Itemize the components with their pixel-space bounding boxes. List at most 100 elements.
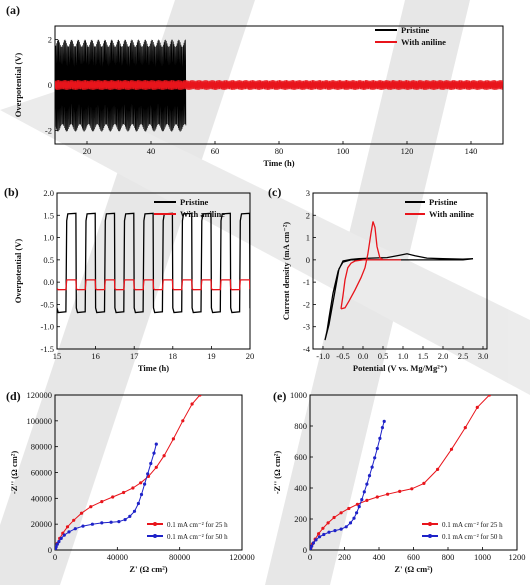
x-tick-label: 0.5	[378, 351, 389, 361]
x-tick-label: 80000	[169, 552, 190, 562]
y-tick-label: 3	[306, 188, 310, 198]
series-25h-point	[146, 474, 151, 478]
x-tick-label: 1.5	[418, 351, 429, 361]
y-tick-label: -4	[303, 344, 311, 354]
x-tick-label: 1000	[474, 552, 491, 562]
series-25h-point	[111, 495, 115, 499]
series-50h-point	[311, 541, 315, 545]
series-25h-point	[475, 405, 479, 409]
series-25h-point	[65, 525, 70, 529]
series-50h-point	[59, 536, 63, 541]
y-tick-label: -1.0	[41, 322, 54, 332]
y-tick-label: 120000	[27, 390, 53, 400]
plot-frame	[312, 192, 488, 350]
x-tick-label: 1.0	[398, 351, 409, 361]
y-tick-label: 80000	[31, 442, 52, 452]
series-line-with-aniline	[340, 221, 401, 310]
x-tick-label: -1.0	[316, 351, 329, 361]
plot-area	[324, 221, 474, 341]
panel-letter-e: (e)	[273, 389, 286, 403]
x-axis-label: Z' (Ω cm²)	[129, 564, 167, 574]
legend-label: Pristine	[401, 25, 430, 35]
series-25h-point	[339, 511, 343, 515]
series-50h-point	[128, 514, 132, 519]
panel-a-cycling-chart: 20 40 60 80 100 120 140 -2 0 2 Time (h) Overpotenti…	[13, 25, 504, 168]
series-50h-point	[365, 482, 369, 486]
x-tick-label: 60	[211, 146, 220, 156]
series-50h-point	[55, 545, 58, 549]
series-25h-point	[355, 502, 359, 506]
series-50h-point	[143, 482, 147, 486]
x-tick-label: 400	[373, 552, 386, 562]
x-tick-label: 17	[130, 351, 139, 361]
legend-label: 0.1 mA cm⁻² for 50 h	[442, 533, 503, 541]
series-50h-point	[132, 509, 137, 513]
y-tick-label: 2	[48, 35, 52, 45]
legend-label: 0.1 mA cm⁻² for 25 h	[442, 521, 503, 529]
x-tick-label: 40	[147, 146, 156, 156]
panel-e-eis-zoom-chart: 0 200 400 600 800 1000 1200 0 200 400 600 800 1000 Z'…	[272, 390, 526, 574]
series-50h-point	[382, 419, 386, 423]
y-tick-label: 0.5	[43, 255, 54, 265]
series-50h-point	[152, 451, 156, 455]
series-50h-point	[109, 520, 113, 524]
legend-label: With aniline	[429, 209, 474, 219]
x-tick-label: 20	[246, 351, 255, 361]
series-50h-point	[117, 520, 121, 524]
series-50h-point	[73, 527, 77, 531]
series-25h-point	[321, 526, 325, 530]
series-line-with-aniline	[55, 79, 503, 91]
x-tick-label: 20	[83, 146, 92, 156]
series-25h-point	[122, 490, 126, 495]
series-50h-point	[352, 516, 356, 520]
x-tick-label: 40000	[107, 552, 128, 562]
series-25h-point	[131, 486, 135, 490]
series-50h-point	[62, 533, 66, 537]
series-25h-point	[347, 506, 351, 511]
x-tick-label: 100	[337, 146, 350, 156]
legend-label: With aniline	[401, 37, 446, 47]
x-tick-label: 16	[91, 351, 100, 361]
series-25h-point	[398, 489, 402, 493]
series-50h-point	[375, 446, 379, 451]
series-25h-point	[436, 467, 440, 471]
series-50h-point	[367, 474, 372, 478]
series-25h-point	[365, 498, 369, 502]
y-tick-label: 1.5	[43, 210, 54, 220]
series-25h-point	[171, 437, 175, 441]
x-tick-label: 2.0	[438, 351, 449, 361]
panel-letter-d: (d)	[6, 389, 21, 403]
legend-marker	[428, 522, 432, 526]
y-tick-label: 0	[48, 80, 52, 90]
series-50h-point	[310, 544, 314, 548]
watermark-stripe-3	[0, 90, 530, 395]
x-tick-label: 200	[338, 552, 351, 562]
x-tick-label: 3.0	[478, 351, 489, 361]
series-25h-point	[79, 511, 84, 515]
series-25h-point	[449, 447, 454, 451]
panel-d-eis-chart: 0 40000 80000 120000 0 20000 40000 60000 80000 10…	[9, 390, 255, 574]
y-tick-label: 2.0	[43, 188, 54, 198]
x-tick-label: 0	[53, 552, 57, 562]
x-axis-label: Potential (V vs. Mg/Mg²⁺)	[353, 363, 447, 373]
series-50h-point	[67, 530, 71, 534]
series-50h-point	[378, 436, 382, 440]
panel-c-cv-chart: -1.0 -0.5 0.0 0.5 1.0 1.5 2.0 2.5 3.0 -4 -3 -2 -1 0 1 2…	[281, 188, 488, 373]
panel-b-zoom-chart: 15 16 17 18 19 20 -1.5 -1.0 -0.5 0.0 0.5 1.0 1.5 2.0 T…	[13, 188, 255, 373]
y-tick-label: 0	[48, 545, 52, 555]
series-50h-point	[57, 540, 61, 544]
panel-letter-a: (a)	[6, 3, 20, 17]
y-axis-label: Overpotential (V)	[13, 239, 23, 304]
series-50h-point	[55, 542, 59, 546]
y-tick-label: -3	[303, 322, 310, 332]
series-line-with-aniline	[57, 279, 250, 291]
series-50h-point	[360, 498, 364, 502]
y-tick-label: 1	[306, 233, 310, 243]
series-25h-point	[181, 419, 185, 423]
y-tick-label: -2	[45, 125, 52, 135]
series-50h-point	[355, 511, 359, 515]
series-25h-point	[139, 481, 143, 485]
legend-marker	[153, 522, 157, 526]
